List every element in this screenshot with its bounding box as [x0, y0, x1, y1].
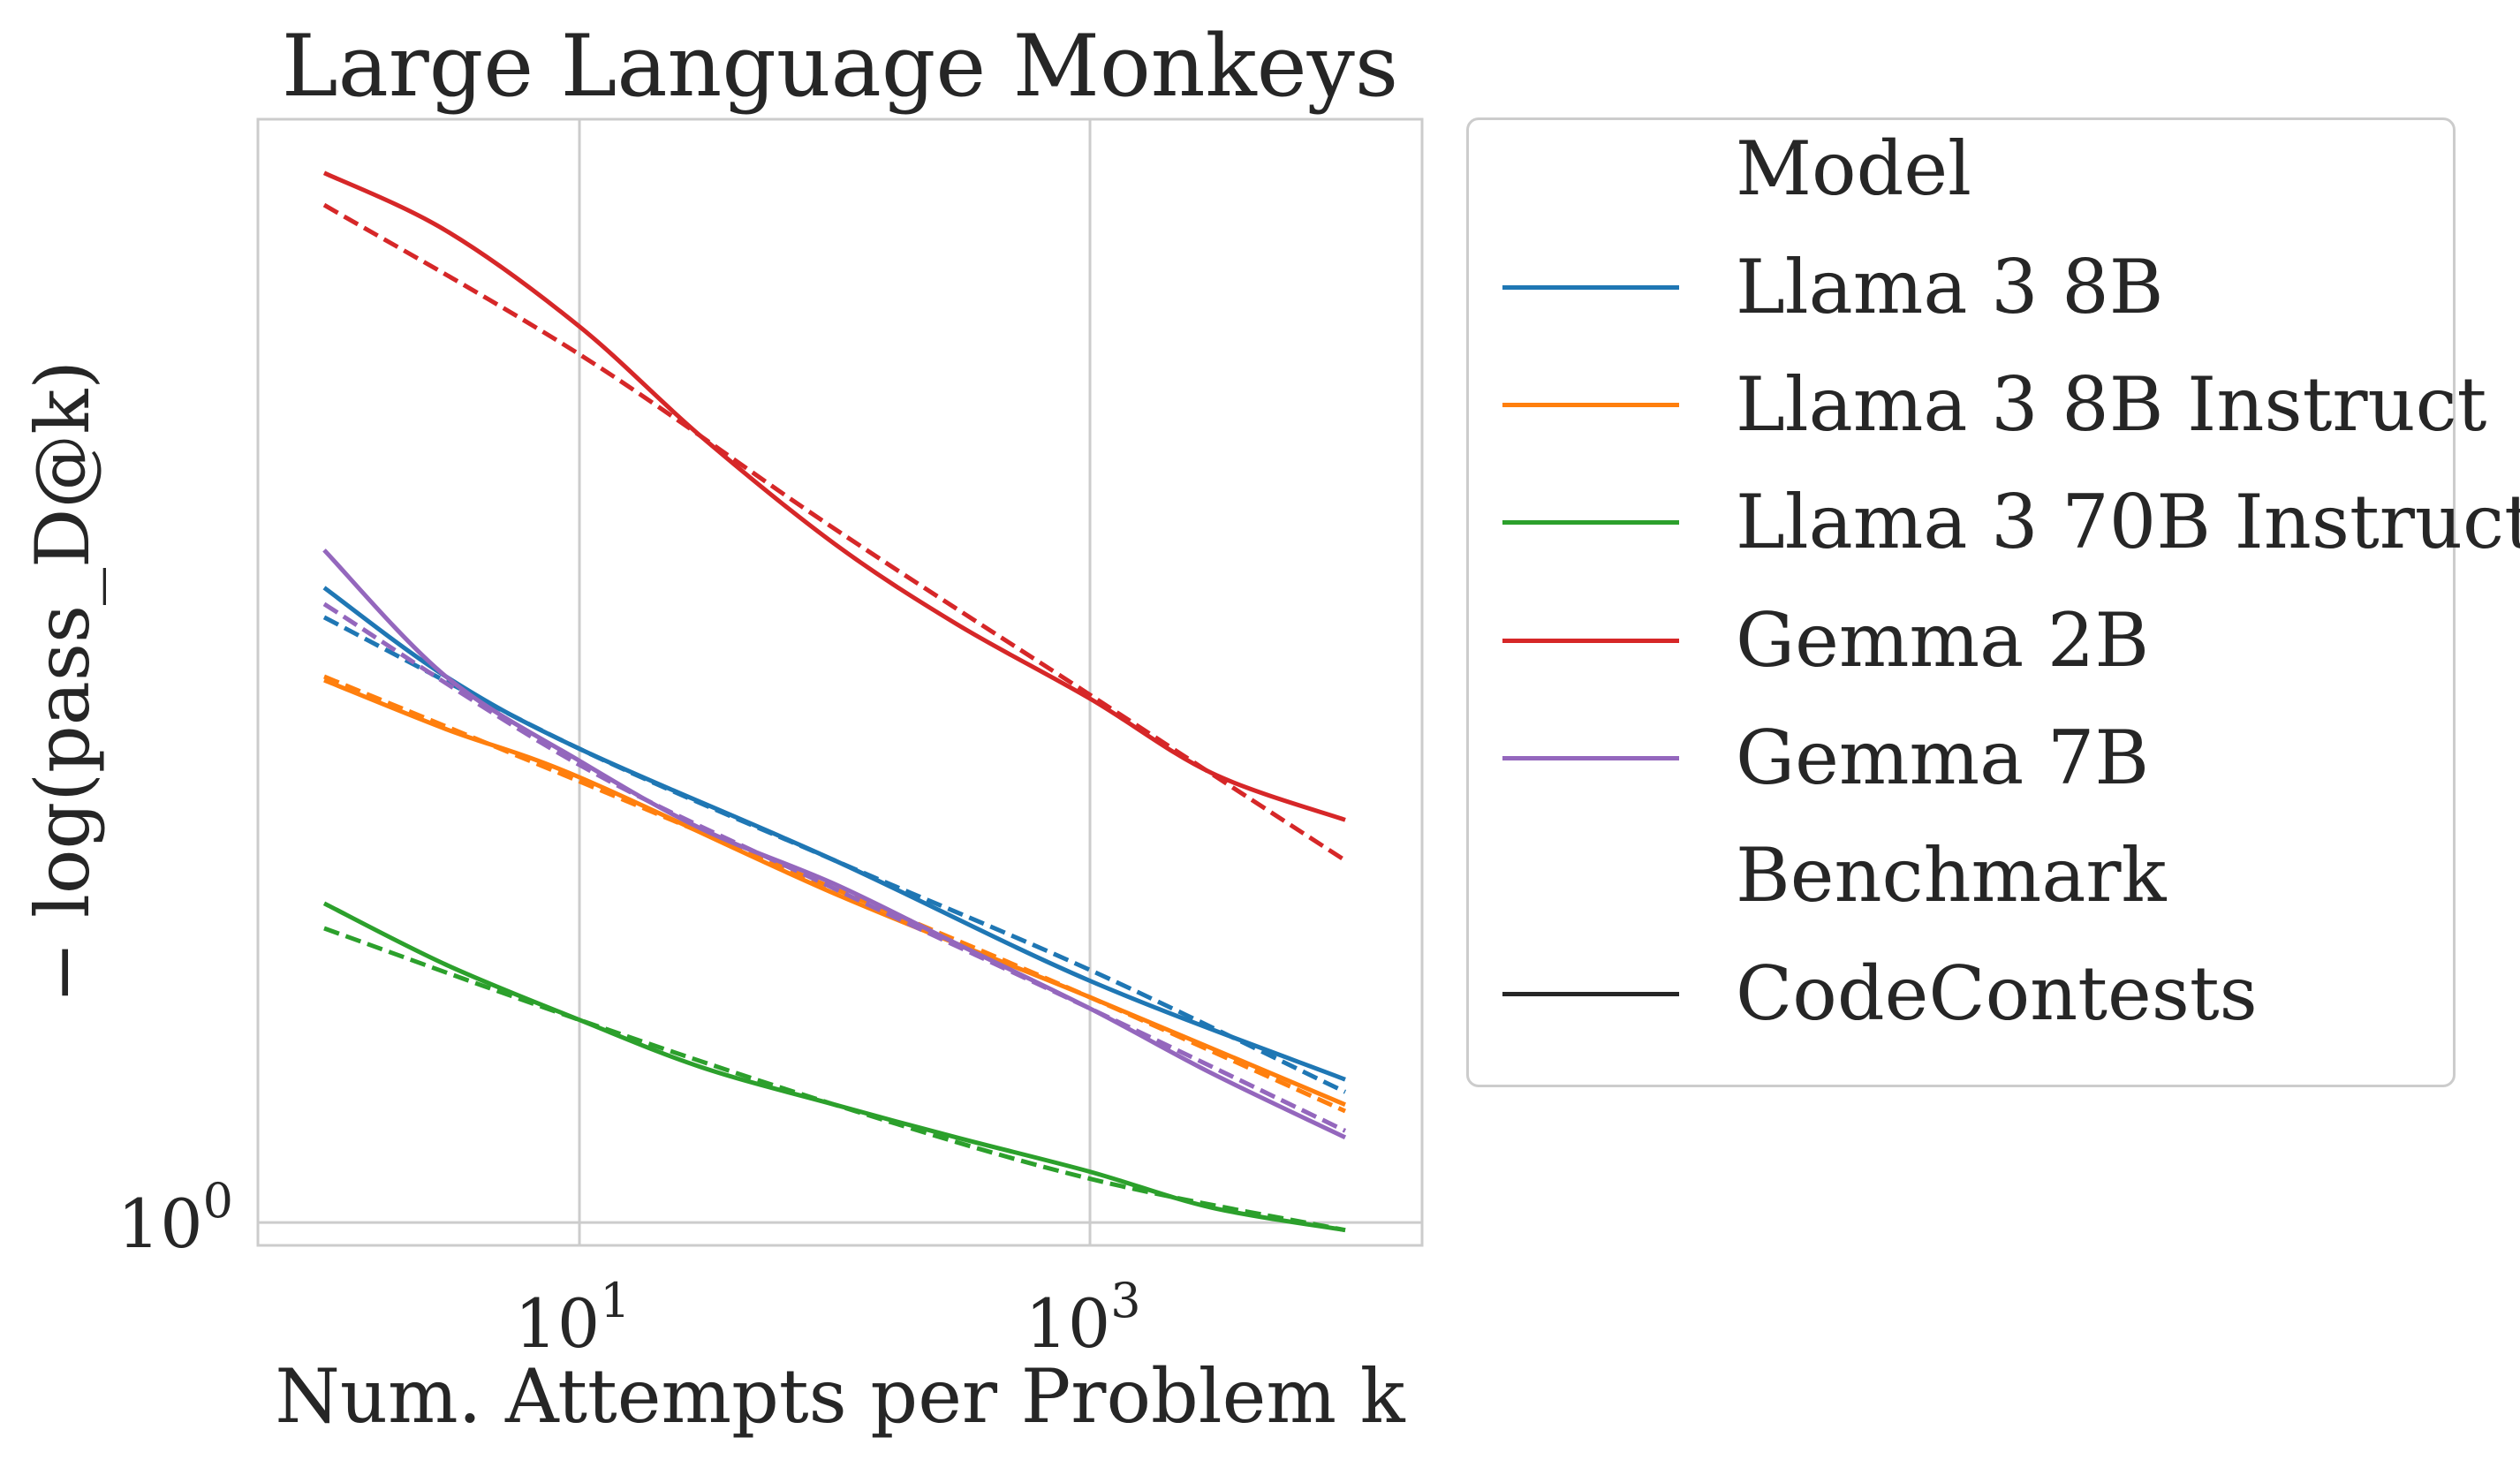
chart-title: Large Language Monkeys: [282, 17, 1398, 116]
legend-heading-benchmark: Benchmark: [1469, 822, 2453, 928]
gemma-7b-line: [322, 548, 1347, 1140]
legend-swatch: [1502, 520, 1679, 525]
llama-3-8b-fit-line: [322, 615, 1347, 1094]
tick-labels: 101 103 100: [117, 1173, 1141, 1363]
legend-heading-model: Model: [1469, 116, 2453, 222]
legend-label: Gemma 2B: [1736, 597, 2150, 684]
legend-label: Llama 3 8B: [1736, 244, 2164, 330]
legend: Model Llama 3 8B Llama 3 8B Instruct Lla…: [1466, 116, 2520, 1087]
legend-item-llama-3-8b: Llama 3 8B: [1469, 234, 2453, 340]
legend-swatch: [1502, 285, 1679, 290]
legend-label: Llama 3 8B Instruct: [1736, 361, 2487, 448]
legend-label: Llama 3 70B Instruct: [1736, 479, 2520, 565]
y-axis-label: − log(pass_D@k): [19, 360, 106, 1003]
legend-swatch: [1502, 992, 1679, 996]
grid-lines: [258, 119, 1422, 1245]
legend-swatch: [1502, 756, 1679, 760]
legend-item-llama-3-8b-instruct: Llama 3 8B Instruct: [1469, 352, 2486, 458]
gemma-2b-fit-line: [322, 202, 1347, 863]
legend-swatch: [1502, 639, 1679, 643]
y-tick-label: 100: [117, 1173, 233, 1263]
legend-item-codecontests: CodeContests: [1469, 941, 2453, 1047]
llama-3-70b-instruct-fit-line: [323, 926, 1346, 1233]
gemma-2b-line: [322, 170, 1346, 822]
x-tick-label: 103: [1025, 1273, 1140, 1363]
plot-area: [256, 117, 1424, 1247]
series-lines: [322, 170, 1347, 1233]
legend-label: Gemma 7B: [1736, 715, 2150, 801]
legend-item-gemma-7b: Gemma 7B: [1469, 705, 2453, 811]
legend-item-llama-3-70b-instruct: Llama 3 70B Instruct: [1469, 469, 2520, 575]
gemma-7b-fit-line: [322, 601, 1347, 1133]
x-tick-label: 101: [514, 1273, 630, 1363]
legend-label: CodeContests: [1736, 950, 2258, 1037]
legend-heading-model-label: Model: [1736, 125, 1971, 212]
legend-item-gemma-2b: Gemma 2B: [1469, 587, 2453, 693]
legend-heading-benchmark-label: Benchmark: [1736, 832, 2167, 919]
plot-frame: [256, 117, 1424, 1247]
x-axis-label: Num. Attempts per Problem k: [275, 1353, 1405, 1440]
legend-swatch: [1502, 403, 1679, 407]
